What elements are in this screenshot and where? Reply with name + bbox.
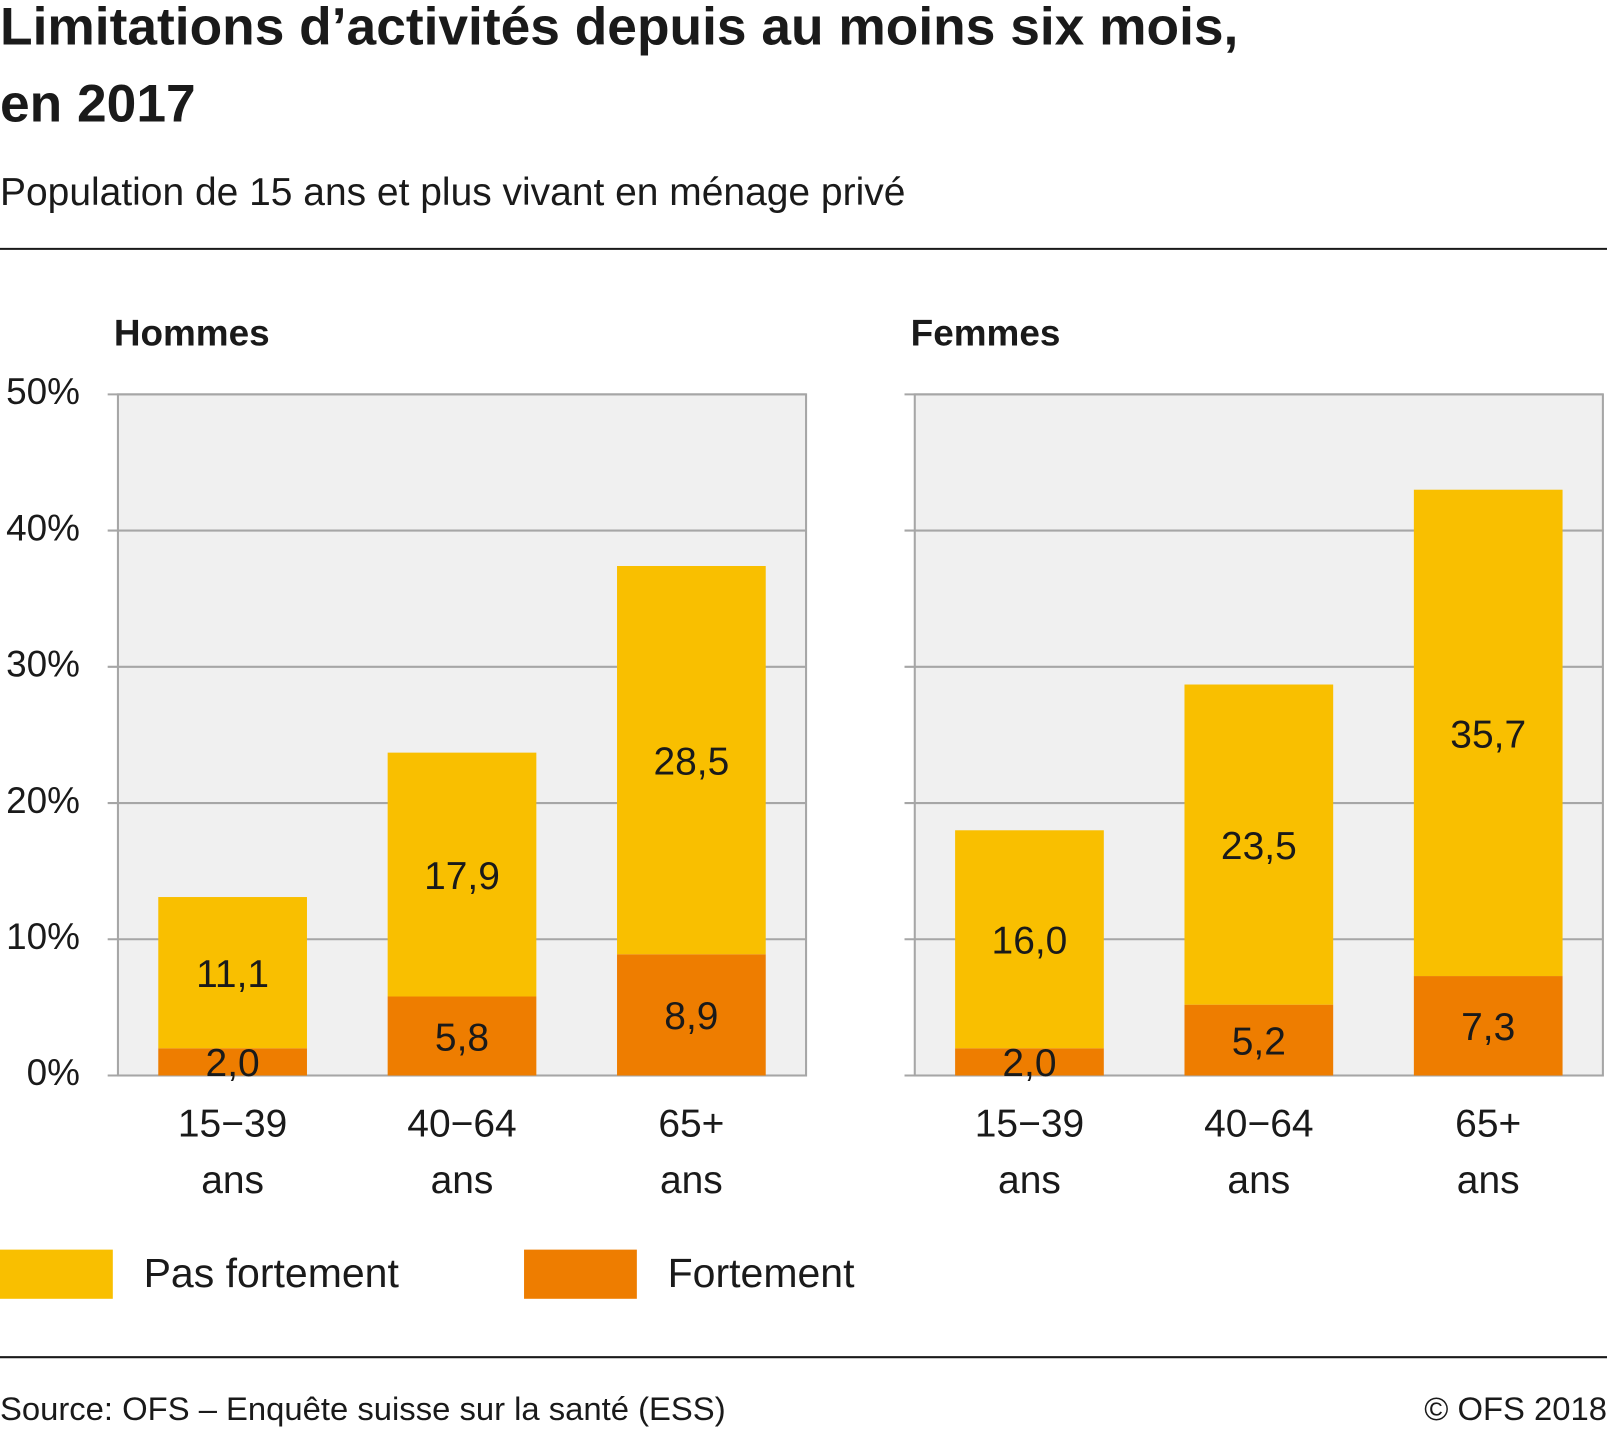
panel-title: Femmes [911, 313, 1061, 354]
bar-segment [1413, 976, 1563, 1076]
legend-label: Fortement [668, 1250, 855, 1296]
y-tick-label: 40% [6, 507, 80, 548]
bar-segment [158, 1048, 307, 1076]
x-tick-label: 40−64 ans [407, 1103, 516, 1202]
source: Source: OFS – Enquête suisse sur la sant… [0, 1390, 726, 1427]
x-tick-label: 65+ ans [1455, 1103, 1521, 1202]
y-tick-label: 20% [6, 780, 80, 821]
bar-segment [158, 897, 307, 1049]
x-tick-label: 65+ ans [658, 1103, 724, 1202]
value-label: 5,2 [1232, 1020, 1286, 1063]
x-tick-label: 15−39 ans [178, 1103, 287, 1202]
copyright: © OFS 2018 [1424, 1390, 1607, 1427]
x-tick-label: 40−64 ans [1204, 1103, 1313, 1202]
bar-segment [955, 830, 1104, 1049]
value-label: 28,5 [653, 741, 729, 784]
bar-segment [617, 954, 766, 1076]
value-label: 7,3 [1461, 1006, 1515, 1049]
y-tick-label: 0% [27, 1052, 80, 1093]
y-tick-label: 30% [6, 644, 80, 685]
x-tick-label: 15−39 ans [975, 1103, 1084, 1202]
bar-segment [1184, 1004, 1334, 1076]
y-tick-label: 50% [6, 371, 80, 412]
value-label: 2,0 [206, 1042, 260, 1085]
value-label: 2,0 [1002, 1042, 1056, 1085]
legend-swatch [524, 1249, 637, 1299]
value-label: 16,0 [992, 920, 1068, 963]
bar-segment [387, 752, 537, 997]
value-label: 17,9 [424, 855, 500, 898]
bar-segment [955, 1048, 1104, 1076]
value-label: 23,5 [1221, 825, 1297, 868]
legend-swatch [0, 1249, 113, 1299]
bar-segment [1184, 684, 1334, 1005]
value-label: 11,1 [196, 953, 269, 996]
value-label: 35,7 [1450, 713, 1526, 756]
bar-segment [1413, 489, 1563, 977]
bar-segment [387, 996, 537, 1076]
panel-title: Hommes [114, 313, 270, 354]
value-label: 5,8 [435, 1016, 489, 1059]
bar-segment [617, 565, 766, 955]
value-label: 8,9 [664, 995, 718, 1038]
legend-label: Pas fortement [144, 1250, 400, 1296]
subtitle: Population de 15 ans et plus vivant en m… [0, 171, 905, 214]
title: Limitations d’activités depuis au moins … [0, 0, 1238, 134]
y-tick-label: 10% [6, 916, 80, 957]
